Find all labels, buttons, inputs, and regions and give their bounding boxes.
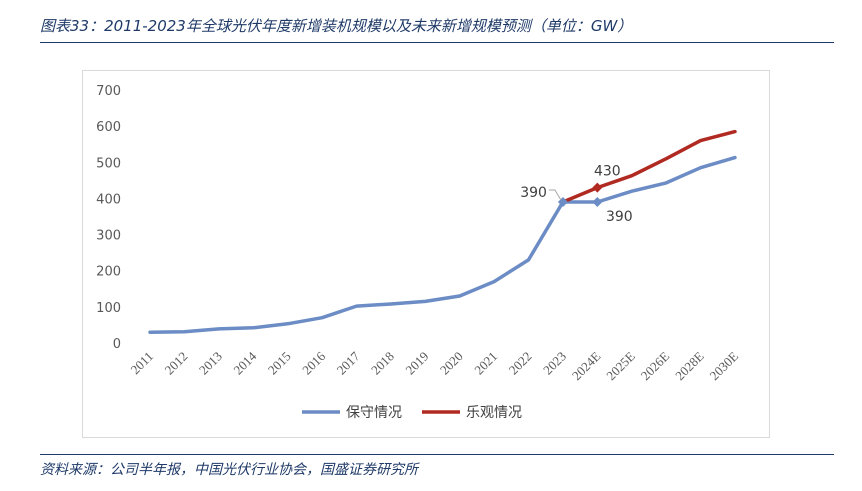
x-tick-label: 2026E xyxy=(638,348,673,383)
y-tick-label: 300 xyxy=(96,229,121,244)
x-tick-label: 2025E xyxy=(603,348,638,383)
x-tick-label: 2018 xyxy=(368,349,397,378)
title-rule xyxy=(40,42,834,43)
y-tick-label: 600 xyxy=(96,120,121,135)
figure-title: 图表33：2011-2023年全球光伏年度新增装机规模以及未来新增规模预测（单位… xyxy=(40,17,633,35)
x-tick-label: 2030E xyxy=(707,348,742,383)
x-tick-label: 2012 xyxy=(162,349,191,378)
y-tick-label: 500 xyxy=(96,156,121,171)
legend-label-1: 保守情况 xyxy=(346,405,402,421)
x-tick-label: 2024E xyxy=(569,348,604,383)
y-tick-label: 400 xyxy=(96,192,121,207)
y-tick-label: 0 xyxy=(113,337,121,352)
y-tick-label: 200 xyxy=(96,265,121,280)
series-line-2 xyxy=(561,129,737,204)
x-tick-label: 2022 xyxy=(506,349,535,378)
legend-label-2: 乐观情况 xyxy=(466,405,522,421)
y-tick-label: 100 xyxy=(96,301,121,316)
x-tick-label: 2016 xyxy=(299,348,328,377)
x-tick-label: 2020 xyxy=(437,349,466,378)
x-tick-label: 2014 xyxy=(230,348,259,377)
x-tick-label: 2017 xyxy=(334,348,363,377)
x-tick-label: 2015 xyxy=(265,349,294,378)
x-tick-label: 2021 xyxy=(471,349,500,378)
x-tick-label: 2023 xyxy=(540,349,569,378)
chart-frame xyxy=(82,70,770,438)
x-tick-label: 2028E xyxy=(672,348,707,383)
x-tick-label: 2019 xyxy=(402,349,431,378)
series-line-1 xyxy=(148,155,737,334)
x-tick-label: 2013 xyxy=(196,349,225,378)
data-point-marker xyxy=(592,197,603,208)
y-tick-label: 700 xyxy=(96,84,121,99)
data-label: 390 xyxy=(520,185,547,201)
data-point-marker xyxy=(592,182,603,193)
x-tick-label: 2011 xyxy=(127,349,156,378)
figure-source: 资料来源：公司半年报，中国光伏行业协会，国盛证券研究所 xyxy=(40,462,418,478)
source-rule xyxy=(40,454,834,455)
data-label: 390 xyxy=(606,209,633,225)
leader-line xyxy=(548,189,562,201)
data-label: 430 xyxy=(594,164,621,180)
